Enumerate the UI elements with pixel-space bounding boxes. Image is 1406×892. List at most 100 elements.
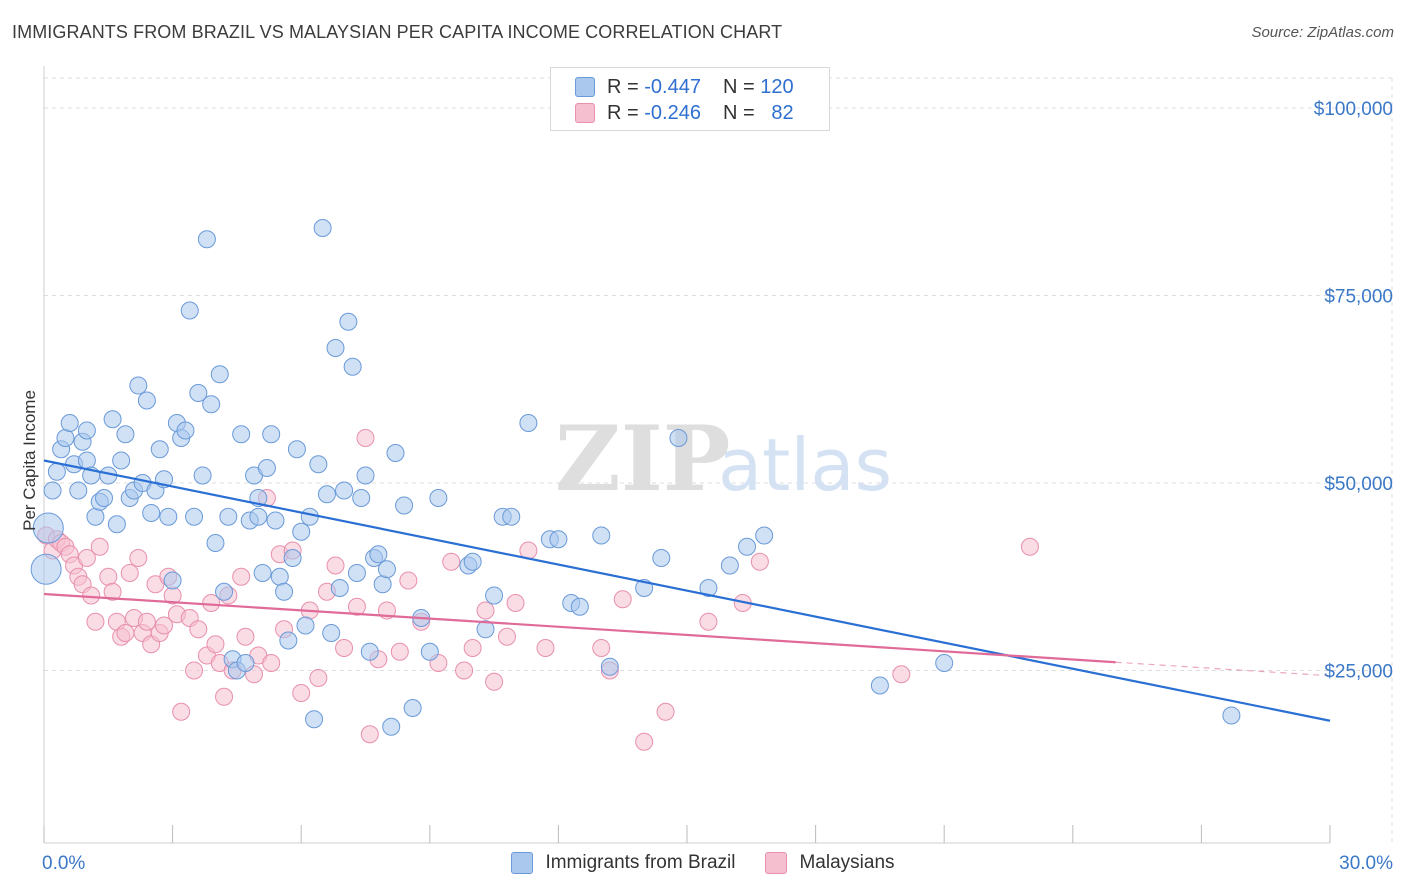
malaysians-point bbox=[750, 552, 769, 571]
brazil-point bbox=[236, 654, 255, 672]
legend-label: Malaysians bbox=[799, 852, 895, 873]
brazil-point bbox=[669, 429, 688, 447]
malaysians-point bbox=[120, 564, 139, 582]
malaysians-point bbox=[390, 642, 409, 661]
brazil-point bbox=[476, 620, 495, 639]
malaysians-point bbox=[77, 549, 96, 567]
brazil-point bbox=[317, 485, 336, 504]
malaysians-point bbox=[536, 639, 555, 657]
y-axis-label: Per Capita Income bbox=[20, 390, 39, 531]
brazil-point bbox=[335, 481, 354, 500]
n-label: N = bbox=[722, 75, 755, 98]
source-label: Source: ZipAtlas.com bbox=[1251, 24, 1394, 41]
malaysians-point bbox=[292, 684, 311, 702]
malaysians-point bbox=[206, 635, 225, 654]
brazil-points bbox=[30, 219, 1241, 736]
malaysians-point bbox=[137, 612, 156, 631]
brazil-point bbox=[699, 579, 718, 597]
brazil-point bbox=[347, 564, 366, 582]
legend-item-brazil[interactable]: Immigrants from Brazil bbox=[511, 852, 735, 874]
brazil-point bbox=[279, 631, 298, 650]
stats-legend: R = -0.447 N = 120 R = -0.246 N = 82 bbox=[550, 67, 830, 131]
brazil-point bbox=[95, 489, 114, 507]
malaysians-point bbox=[232, 567, 251, 586]
brazil-point bbox=[185, 507, 204, 526]
malaysians-point bbox=[215, 687, 234, 706]
chart-title: IMMIGRANTS FROM BRAZIL VS MALAYSIAN PER … bbox=[12, 22, 783, 42]
malaysians-point bbox=[172, 702, 191, 721]
brazil-point bbox=[300, 507, 319, 526]
malaysians-point bbox=[347, 597, 366, 616]
brazil-point bbox=[129, 376, 148, 395]
brazil-point bbox=[32, 512, 64, 544]
malaysians-trend-extension bbox=[1115, 661, 1331, 677]
axes bbox=[43, 66, 1331, 844]
malaysians-point bbox=[185, 661, 204, 680]
legend-label: Immigrants from Brazil bbox=[545, 852, 736, 873]
malaysians-point bbox=[90, 537, 109, 556]
malaysians-point bbox=[399, 571, 418, 590]
r-value: -0.447 bbox=[644, 75, 701, 98]
brazil-point bbox=[176, 421, 195, 440]
brazil-point bbox=[592, 526, 611, 545]
brazil-point bbox=[352, 489, 371, 507]
brazil-point bbox=[738, 537, 757, 556]
brazil-point bbox=[43, 481, 62, 500]
brazil-point bbox=[270, 567, 289, 586]
brazil-trend-line bbox=[43, 459, 1331, 722]
x-tick-label: 0.0% bbox=[42, 853, 85, 874]
brazil-point bbox=[549, 530, 568, 549]
legend-item-malaysians[interactable]: Malaysians bbox=[765, 852, 895, 874]
malaysians-point bbox=[116, 624, 135, 642]
y-tick-label: $50,000 bbox=[1324, 474, 1393, 495]
brazil-point bbox=[292, 522, 311, 541]
brazil-point bbox=[1222, 706, 1241, 725]
malaysians-point bbox=[635, 732, 654, 751]
brazil-point bbox=[935, 654, 954, 672]
brazil-point bbox=[116, 425, 135, 444]
malaysians-point bbox=[202, 594, 221, 612]
brazil-point bbox=[137, 391, 156, 410]
brazil-point bbox=[652, 549, 671, 567]
malaysians-point bbox=[155, 616, 174, 635]
malaysians-point bbox=[497, 627, 516, 646]
brazil-point bbox=[386, 444, 405, 462]
malaysians-point bbox=[309, 669, 328, 687]
brazil-point bbox=[373, 575, 392, 594]
malaysians-point bbox=[189, 620, 208, 639]
r-label: R = bbox=[607, 75, 639, 98]
brazil-point bbox=[570, 597, 589, 616]
brazil-point bbox=[283, 549, 302, 567]
brazil-point bbox=[197, 230, 216, 249]
brazil-point bbox=[30, 553, 62, 585]
malaysians-point bbox=[262, 654, 281, 672]
brazil-point bbox=[755, 526, 774, 545]
stats-row-brazil: R = -0.447 N = 120 bbox=[575, 75, 794, 99]
y-tick-label: $75,000 bbox=[1324, 287, 1393, 308]
brazil-point bbox=[86, 507, 105, 526]
r-value: -0.246 bbox=[644, 101, 701, 124]
brazil-point bbox=[326, 339, 345, 357]
brazil-point bbox=[107, 515, 126, 534]
malaysians-point bbox=[699, 612, 718, 631]
brazil-point bbox=[330, 579, 349, 597]
malaysians-point bbox=[236, 627, 255, 646]
n-value: 82 bbox=[771, 101, 794, 124]
brazil-point bbox=[150, 440, 169, 459]
brazil-point bbox=[60, 414, 79, 432]
brazil-point bbox=[249, 507, 268, 526]
brazil-point bbox=[420, 642, 439, 661]
series-legend: Immigrants from Brazil Malaysians bbox=[0, 852, 1406, 874]
brazil-point bbox=[377, 560, 396, 579]
malaysians-point bbox=[485, 672, 504, 691]
brazil-point bbox=[309, 455, 328, 474]
brazil-point bbox=[262, 425, 281, 444]
brazil-point bbox=[193, 466, 212, 485]
stats-row-malaysians: R = -0.246 N = 82 bbox=[575, 101, 794, 125]
brazil-point bbox=[429, 489, 448, 507]
brazil-point bbox=[313, 219, 332, 237]
malaysians-point bbox=[326, 556, 345, 575]
malaysians-point bbox=[613, 590, 632, 609]
brazil-point bbox=[215, 582, 234, 601]
